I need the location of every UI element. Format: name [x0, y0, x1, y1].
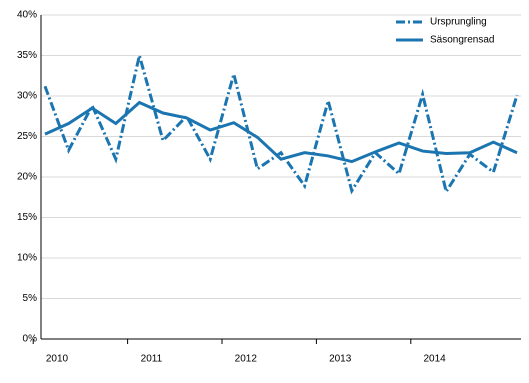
x-tick-label: 2012: [235, 354, 258, 365]
series-line: [43, 55, 519, 196]
y-tick-label: 0%: [23, 334, 38, 345]
x-tick-label: 2011: [141, 354, 163, 365]
legend-label: Säsongrensad: [430, 35, 495, 46]
y-tick-label: 20%: [17, 172, 37, 183]
x-tick-label: 2013: [329, 354, 352, 365]
y-tick-label: 30%: [17, 91, 37, 102]
y-tick-label: 25%: [17, 131, 37, 142]
x-tick-label: 2010: [46, 354, 69, 365]
y-tick-label: 5%: [23, 293, 38, 304]
y-tick-label: 15%: [17, 212, 37, 223]
legend-label: Ursprungling: [430, 17, 487, 28]
y-tick-label: 40%: [17, 10, 37, 21]
x-tick-label: 2014: [423, 354, 446, 365]
y-tick-label: 10%: [17, 253, 37, 264]
series-line: [44, 100, 518, 164]
y-tick-label: 35%: [17, 50, 37, 61]
